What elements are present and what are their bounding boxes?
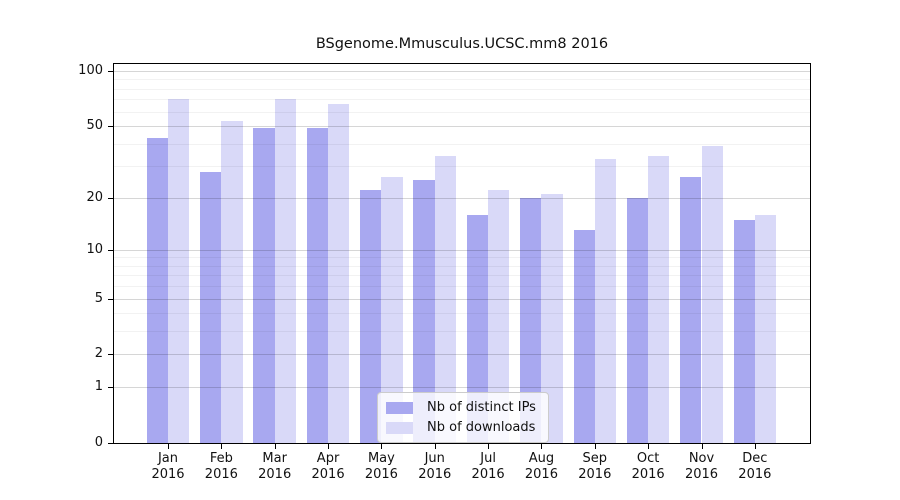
x-tick-mark-sep bbox=[594, 444, 596, 449]
bar-distinct-ips-nov bbox=[680, 177, 702, 443]
gridline-major-20 bbox=[114, 197, 810, 199]
x-tick-mark-dec bbox=[754, 444, 756, 449]
bar-distinct-ips-jun bbox=[413, 180, 435, 443]
x-tick-mark-may bbox=[381, 444, 383, 449]
x-tick-label-mar: Mar 2016 bbox=[258, 451, 292, 482]
x-tick-mark-feb bbox=[221, 444, 223, 449]
bar-downloads-oct bbox=[648, 156, 670, 443]
bar-downloads-jul bbox=[488, 190, 510, 443]
x-tick-label-jan: Jan 2016 bbox=[151, 451, 185, 482]
x-tick-mark-jul bbox=[488, 444, 490, 449]
gridline-minor-70 bbox=[114, 99, 810, 101]
gridline-minor-8 bbox=[114, 265, 810, 267]
x-tick-mark-mar bbox=[274, 444, 276, 449]
x-tick-mark-nov bbox=[701, 444, 703, 449]
y-tick-label-20: 20 bbox=[86, 189, 103, 205]
x-tick-label-apr: Apr 2016 bbox=[311, 451, 345, 482]
bar-downloads-apr bbox=[328, 104, 350, 443]
bar-downloads-may bbox=[381, 177, 403, 443]
gridline-major-10 bbox=[114, 249, 810, 251]
gridline-minor-6 bbox=[114, 286, 810, 288]
x-tick-label-oct: Oct 2016 bbox=[631, 451, 665, 482]
bar-distinct-ips-dec bbox=[733, 219, 755, 443]
bar-distinct-ips-may bbox=[360, 190, 382, 443]
bar-distinct-ips-mar bbox=[253, 127, 275, 443]
y-tick-mark-2 bbox=[108, 354, 113, 356]
y-tick-mark-50 bbox=[108, 126, 113, 128]
y-tick-mark-100 bbox=[108, 71, 113, 72]
x-tick-mark-apr bbox=[328, 444, 330, 449]
legend-label-distinct-ips: Nb of distinct IPs bbox=[427, 400, 536, 415]
y-tick-label-5: 5 bbox=[94, 290, 103, 306]
chart-title: BSgenome.Mmusculus.UCSC.mm8 2016 bbox=[315, 36, 609, 52]
x-tick-mark-aug bbox=[541, 444, 543, 449]
y-tick-mark-0 bbox=[108, 443, 113, 444]
gridline-major-1 bbox=[114, 387, 810, 389]
gridline-major-100 bbox=[114, 71, 810, 72]
x-tick-label-aug: Aug 2016 bbox=[524, 451, 558, 482]
gridline-major-5 bbox=[114, 298, 810, 300]
gridline-minor-9 bbox=[114, 257, 810, 259]
bar-downloads-aug bbox=[541, 193, 563, 443]
bar-distinct-ips-apr bbox=[306, 127, 329, 443]
y-tick-mark-1 bbox=[108, 387, 113, 389]
gridline-minor-90 bbox=[114, 79, 810, 81]
bar-distinct-ips-jan bbox=[146, 137, 168, 443]
y-tick-label-0: 0 bbox=[94, 435, 103, 450]
x-tick-label-sep: Sep 2016 bbox=[578, 451, 612, 482]
bar-downloads-nov bbox=[701, 145, 723, 443]
gridline-major-2 bbox=[114, 354, 810, 356]
y-tick-label-50: 50 bbox=[86, 118, 103, 134]
x-tick-label-jul: Jul 2016 bbox=[471, 451, 505, 482]
gridline-minor-7 bbox=[114, 275, 810, 277]
y-tick-mark-20 bbox=[108, 197, 113, 199]
bar-distinct-ips-aug bbox=[520, 197, 542, 443]
gridline-minor-40 bbox=[114, 143, 810, 145]
x-tick-label-jun: Jun 2016 bbox=[418, 451, 452, 482]
y-tick-mark-5 bbox=[108, 298, 113, 300]
y-tick-label-1: 1 bbox=[94, 379, 103, 395]
legend-label-downloads: Nb of downloads bbox=[427, 420, 536, 435]
bar-downloads-dec bbox=[754, 214, 777, 443]
bar-downloads-jan bbox=[168, 99, 190, 443]
legend-swatch-downloads bbox=[386, 421, 413, 434]
x-tick-label-may: May 2016 bbox=[364, 451, 398, 482]
y-tick-label-100: 100 bbox=[78, 63, 103, 78]
x-tick-mark-jan bbox=[168, 444, 169, 449]
bar-downloads-jun bbox=[434, 156, 457, 443]
x-tick-label-dec: Dec 2016 bbox=[738, 451, 772, 482]
x-tick-label-feb: Feb 2016 bbox=[204, 451, 238, 482]
gridline-minor-80 bbox=[114, 88, 810, 90]
legend-row-downloads: Nb of downloads bbox=[386, 420, 536, 435]
y-tick-mark-10 bbox=[108, 249, 113, 251]
bar-distinct-ips-jul bbox=[466, 214, 489, 443]
bar-distinct-ips-oct bbox=[626, 197, 649, 443]
bar-distinct-ips-feb bbox=[200, 171, 222, 443]
gridline-major-50 bbox=[114, 126, 810, 128]
x-tick-label-nov: Nov 2016 bbox=[684, 451, 719, 482]
gridline-minor-30 bbox=[114, 166, 810, 168]
y-tick-label-2: 2 bbox=[94, 346, 103, 362]
bar-downloads-mar bbox=[274, 99, 296, 443]
x-tick-mark-oct bbox=[648, 444, 650, 449]
gridline-minor-3 bbox=[114, 331, 810, 333]
legend-swatch-distinct-ips bbox=[386, 401, 413, 414]
gridline-minor-60 bbox=[114, 111, 810, 113]
legend: Nb of distinct IPs Nb of downloads bbox=[377, 392, 549, 443]
plot-area: Nb of distinct IPs Nb of downloads bbox=[113, 63, 811, 444]
bar-downloads-sep bbox=[594, 158, 617, 443]
bar-downloads-feb bbox=[221, 121, 243, 443]
x-tick-mark-jun bbox=[434, 444, 436, 449]
y-tick-label-10: 10 bbox=[86, 241, 103, 257]
bar-distinct-ips-sep bbox=[573, 230, 595, 443]
gridline-minor-4 bbox=[114, 313, 810, 315]
legend-row-distinct-ips: Nb of distinct IPs bbox=[386, 400, 536, 415]
